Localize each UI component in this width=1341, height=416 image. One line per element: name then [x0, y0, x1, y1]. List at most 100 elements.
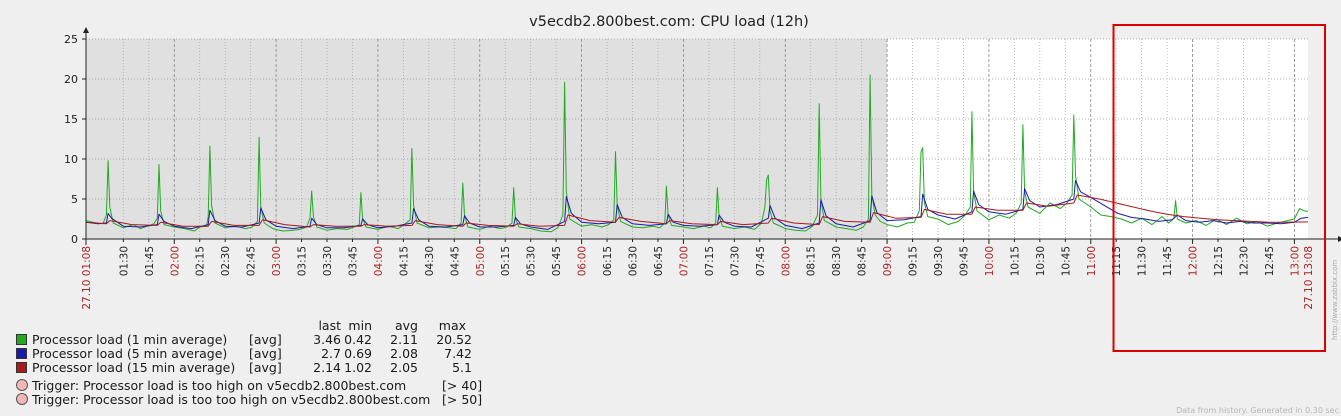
legend-last: 2.7	[321, 346, 341, 361]
legend-swatch-load15	[16, 362, 27, 373]
y-tick-label: 20	[64, 73, 78, 86]
legend-max: 5.1	[452, 360, 472, 375]
trigger-label: Trigger: Processor load is too high on v…	[32, 378, 407, 393]
series-line-load15	[85, 194, 1309, 228]
x-tick-label: 12:45	[1264, 246, 1276, 276]
plot-dark-region	[86, 39, 888, 239]
y-axis-arrow	[83, 27, 89, 33]
x-tick-label: 04:15	[398, 246, 410, 276]
x-tick-label: 04:00	[373, 246, 385, 276]
trigger-dot	[16, 393, 28, 405]
y-axis-labels: 0 5 10 15 20 25	[64, 33, 78, 246]
x-tick-label: 02:00	[169, 246, 181, 276]
legend-header-last: last	[318, 318, 341, 333]
y-tick-label: 5	[71, 193, 78, 206]
x-tick-label: 10:15	[1009, 246, 1021, 276]
axes	[82, 27, 1341, 245]
legend-min: 0.42	[344, 332, 372, 347]
trigger-threshold: [> 40]	[442, 378, 483, 393]
x-tick-label: 08:00	[780, 246, 792, 276]
x-tick-label: 12:00	[1188, 246, 1200, 276]
x-tick-label: 08:15	[806, 246, 818, 276]
x-tick-label: 12:30	[1239, 246, 1251, 276]
x-tick-label: 03:45	[347, 246, 359, 276]
legend-max: 7.42	[444, 346, 472, 361]
trigger-threshold: [> 50]	[442, 392, 483, 407]
x-tick-label: 05:45	[551, 246, 563, 276]
x-tick-label: 07:00	[678, 246, 690, 276]
x-start-label: 27.10 01:08	[81, 246, 93, 310]
x-tick-label: 09:30	[933, 246, 945, 276]
x-tick-label: 03:00	[271, 246, 283, 276]
legend-label: Processor load (1 min average)	[32, 332, 228, 347]
chart-title: v5ecdb2.800best.com: CPU load (12h)	[529, 14, 809, 30]
x-tick-label: 01:45	[144, 246, 156, 276]
x-tick-label: 06:15	[602, 246, 614, 276]
series-line-load5	[85, 180, 1309, 230]
x-tick-label: 01:30	[118, 246, 130, 276]
x-tick-label: 13:00	[1289, 246, 1301, 276]
x-axis-arrow	[1338, 236, 1341, 242]
x-tick-label: 06:00	[577, 246, 589, 276]
x-tick-label: 11:45	[1162, 246, 1174, 276]
x-tick-label: 11:00	[1086, 246, 1098, 276]
legend-header-min: min	[348, 318, 372, 333]
x-tick-label: 05:15	[500, 246, 512, 276]
legend-item-load1: Processor load (1 min average) [avg] 3.4…	[16, 332, 516, 347]
legend-header-avg: avg	[395, 318, 418, 333]
legend-func: [avg]	[249, 346, 282, 361]
trigger-item-too-high: Trigger: Processor load is too too high …	[16, 392, 516, 407]
legend-header-max: max	[438, 318, 466, 333]
x-tick-label: 12:15	[1213, 246, 1225, 276]
x-tick-label: 03:15	[297, 246, 309, 276]
x-tick-label: 10:30	[1035, 246, 1047, 276]
plot-light-region	[887, 39, 1308, 239]
y-tick-label: 25	[64, 33, 78, 46]
legend-func: [avg]	[249, 332, 282, 347]
legend-item-load5: Processor load (5 min average) [avg] 2.7…	[16, 346, 516, 361]
x-tick-label: 09:15	[908, 246, 920, 276]
y-tick-label: 0	[71, 233, 78, 246]
legend-max: 20.52	[436, 332, 472, 347]
generated-note: Data from history. Generated in 0.30 sec	[1176, 406, 1339, 415]
legend-swatch-load5	[16, 348, 27, 359]
x-tick-label: 07:15	[704, 246, 716, 276]
x-tick-label: 05:00	[475, 246, 487, 276]
legend-avg: 2.08	[390, 346, 418, 361]
x-end-label: 27.10 13:08	[1303, 246, 1315, 310]
x-tick-label: 07:45	[755, 246, 767, 276]
x-tick-label: 06:30	[628, 246, 640, 276]
zabbix-url-note: http://www.zabbix.com	[1331, 259, 1339, 340]
x-tick-label: 11:30	[1137, 246, 1149, 276]
legend-label: Processor load (15 min average)	[32, 360, 236, 375]
y-tick-label: 15	[64, 113, 78, 126]
x-tick-label: 07:30	[729, 246, 741, 276]
x-tick-label: 06:45	[653, 246, 665, 276]
trigger-item-high: Trigger: Processor load is too high on v…	[16, 378, 516, 393]
x-tick-label: 02:15	[195, 246, 207, 276]
legend-avg: 2.11	[390, 332, 418, 347]
legend-swatch-load1	[16, 334, 27, 345]
trigger-dot	[16, 379, 28, 391]
legend-min: 0.69	[344, 346, 372, 361]
x-tick-label: 02:30	[220, 246, 232, 276]
trigger-label: Trigger: Processor load is too too high …	[32, 392, 431, 407]
highlight-box	[1112, 24, 1327, 352]
x-tick-label: 03:30	[322, 246, 334, 276]
grid-lines	[86, 38, 1308, 239]
legend-func: [avg]	[249, 360, 282, 375]
legend-item-load15: Processor load (15 min average) [avg] 2.…	[16, 360, 516, 375]
x-tick-label: 04:30	[424, 246, 436, 276]
x-tick-label: 08:30	[831, 246, 843, 276]
x-tick-label: 10:45	[1060, 246, 1072, 276]
legend-last: 3.46	[313, 332, 341, 347]
legend-header: last min avg max	[16, 318, 496, 333]
plot-area	[86, 39, 1308, 239]
x-tick-label: 09:00	[882, 246, 894, 276]
highlight-rectangle	[1112, 24, 1327, 352]
x-axis-labels: 27.10 01:08 01:30 01:45 02:00 02:15 02:30 02:4…	[81, 246, 1315, 310]
legend-label: Processor load (5 min average)	[32, 346, 228, 361]
x-tick-label: 04:45	[449, 246, 461, 276]
x-tick-label: 08:45	[857, 246, 869, 276]
